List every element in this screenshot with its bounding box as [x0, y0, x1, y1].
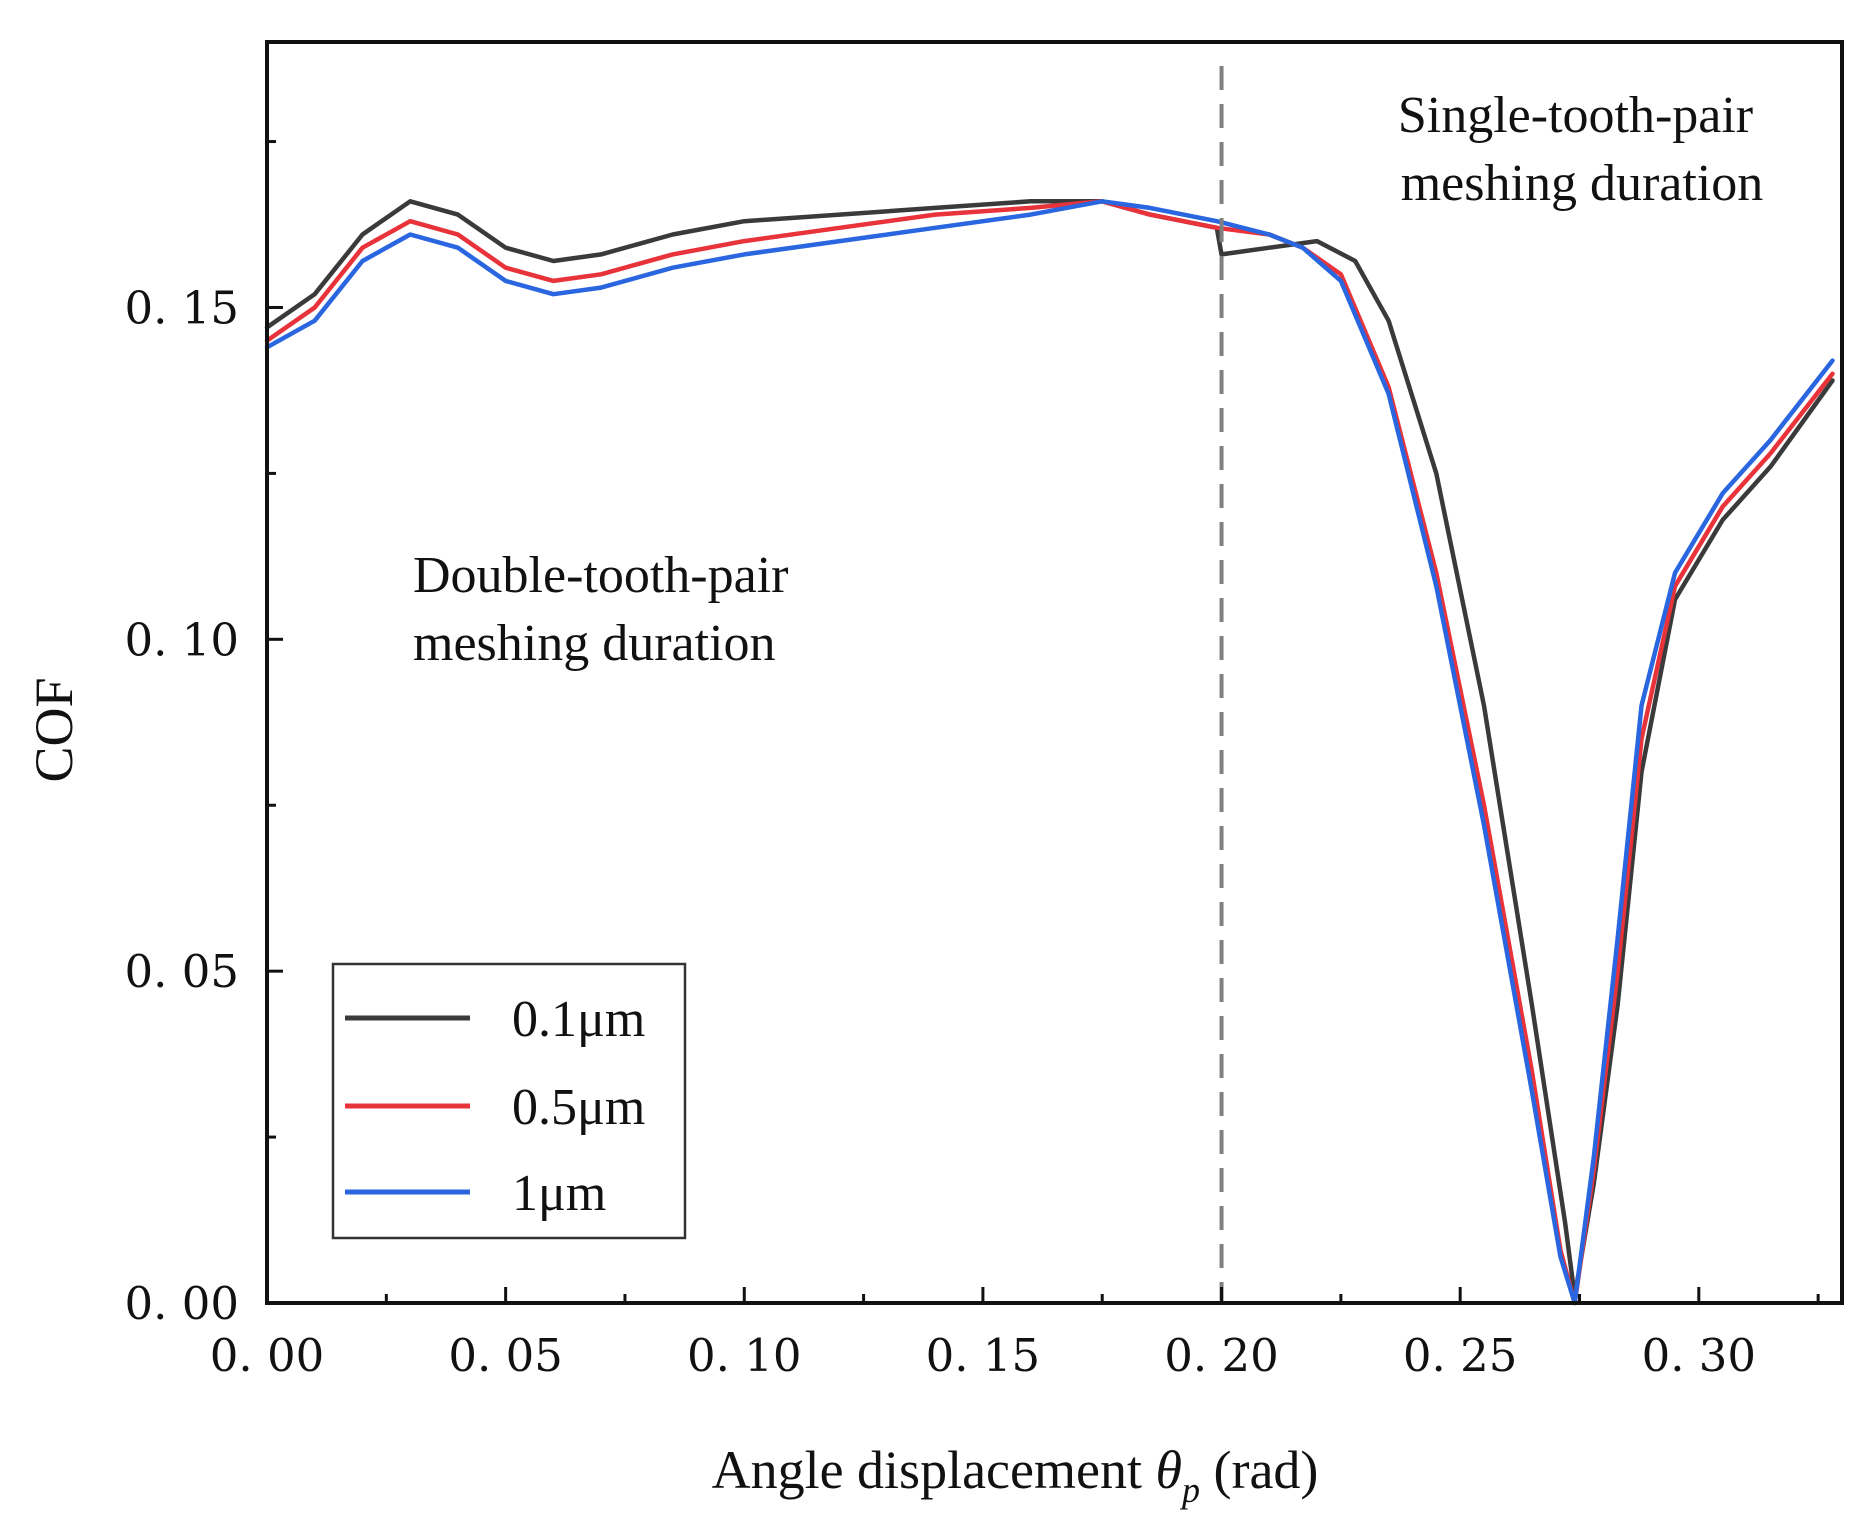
legend-label-0.1um: 0.1μm	[512, 991, 645, 1048]
series-layer	[264, 199, 1835, 1306]
legend: 0.1μm 0.5μm 1μm	[331, 962, 687, 1240]
axis-ticks	[265, 140, 1820, 1305]
x-axis-title: Angle displacement θp (rad)	[712, 1440, 1319, 1510]
y-tick-label: 0. 00	[125, 1277, 240, 1330]
y-tick-label: 0. 05	[125, 945, 240, 998]
single-tooth-annotation: Single-tooth-pair meshing duration	[1398, 87, 1766, 212]
x-tick-label: 0. 20	[1164, 1329, 1279, 1382]
x-axis-title-main: Angle displacement	[712, 1440, 1156, 1500]
x-tick-label: 0. 30	[1642, 1329, 1757, 1382]
double-tooth-annotation-line-1: Double-tooth-pair	[413, 547, 788, 604]
x-axis-title-subscript: p	[1179, 1470, 1200, 1510]
series-line-1	[264, 199, 1835, 1299]
plot-frame	[265, 40, 1844, 1305]
x-tick-label: 0. 05	[448, 1329, 563, 1382]
legend-label-1um: 1μm	[512, 1165, 606, 1222]
x-tick-label: 0. 25	[1403, 1329, 1518, 1382]
single-tooth-annotation-line-1: Single-tooth-pair	[1398, 87, 1753, 144]
double-tooth-annotation-line-2: meshing duration	[413, 615, 776, 672]
y-tick-label: 0. 15	[125, 281, 240, 334]
y-tick-label: 0. 10	[125, 613, 240, 666]
legend-label-0.5um: 0.5μm	[512, 1079, 645, 1136]
y-axis-title: COF	[24, 677, 84, 782]
axis-tick-labels: 0. 00 0. 05 0. 10 0. 15 0. 20 0. 25 0. 30 0. 00…	[125, 281, 1757, 1382]
x-tick-label: 0. 00	[210, 1329, 325, 1382]
x-axis-title-symbol: θ	[1155, 1440, 1182, 1500]
x-tick-label: 0. 15	[926, 1329, 1041, 1382]
x-axis-title-unit: (rad)	[1200, 1440, 1318, 1500]
single-tooth-annotation-line-2: meshing duration	[1401, 155, 1764, 212]
series-line-2	[264, 199, 1835, 1306]
series-line-3	[264, 199, 1835, 1306]
x-tick-label: 0. 10	[687, 1329, 802, 1382]
double-tooth-annotation: Double-tooth-pair meshing duration	[413, 547, 801, 672]
